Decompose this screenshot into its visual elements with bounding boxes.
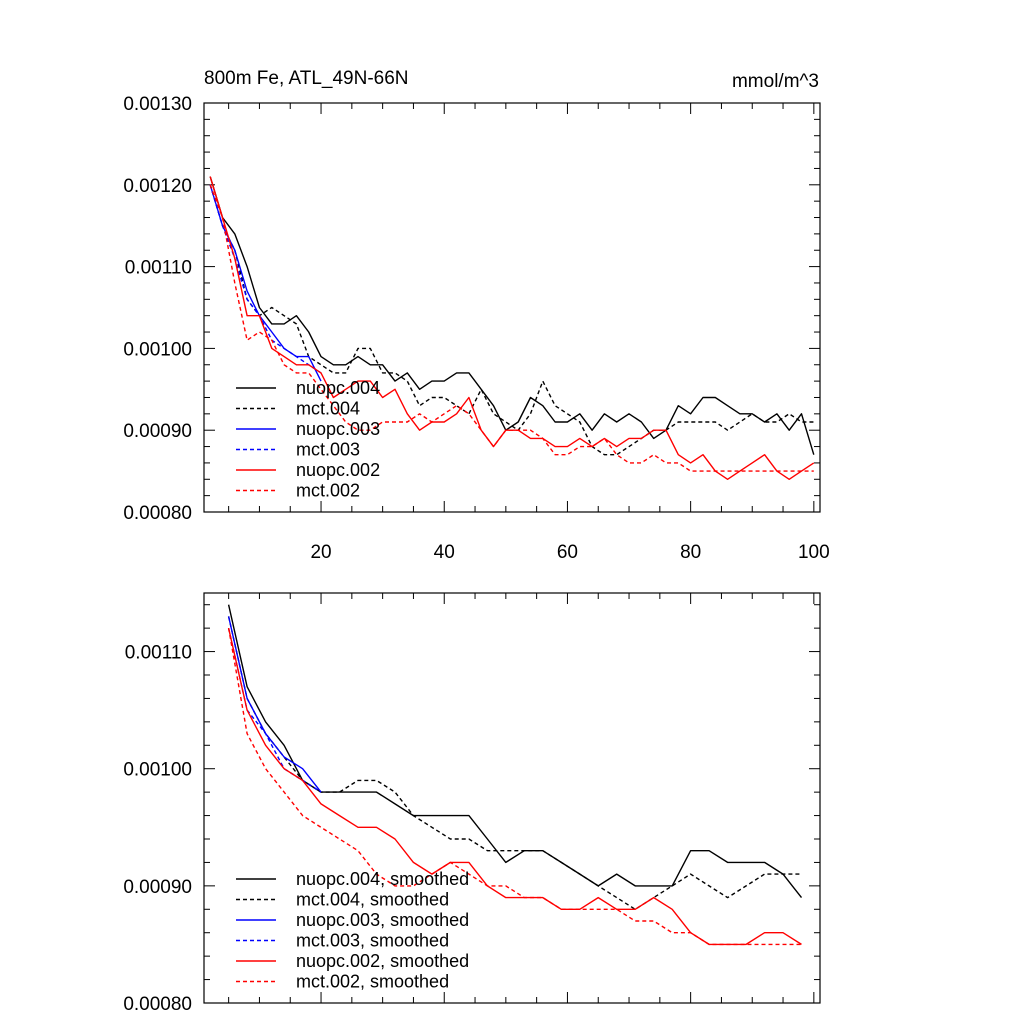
y-tick-label: 0.00090	[123, 421, 192, 442]
legend-label: mct.002, smoothed	[296, 972, 449, 992]
x-tick-label: 100	[798, 542, 830, 563]
legend-label: nuopc.002, smoothed	[296, 951, 469, 971]
series-line-nuopc-004-smoothed	[227, 604, 803, 899]
legend-label: nuopc.002	[296, 460, 380, 480]
y-tick-label: 0.00090	[123, 877, 192, 898]
series-line-mct-004-smoothed	[227, 616, 802, 910]
units-label: mmol/m^3	[732, 71, 819, 92]
top-panel: 800m Fe, ATL_49N-66N mmol/m^3 0.00080 0.0…	[123, 68, 829, 563]
legend-label: mct.004, smoothed	[296, 890, 449, 910]
x-tick-label: 60	[557, 542, 578, 563]
y-tick-label: 0.00130	[123, 94, 192, 115]
y-tick-label: 0.00110	[125, 258, 192, 279]
legend-label: mct.003, smoothed	[296, 931, 449, 951]
series-line-nuopc-003	[209, 184, 322, 382]
y-tick-label: 0.00080	[123, 503, 192, 524]
y-tick-label: 0.00120	[123, 176, 192, 197]
y-tick-label: 0.00100	[123, 339, 192, 360]
series-line-mct-003	[209, 184, 322, 374]
x-tick-label: 80	[680, 542, 701, 563]
series-line-nuopc-002-smoothed	[227, 627, 802, 946]
plot-frame	[203, 592, 821, 1004]
y-tick-label: 0.00100	[123, 760, 192, 781]
chart-title: 800m Fe, ATL_49N-66N	[204, 68, 409, 89]
series-line-mct-003-smoothed	[227, 627, 322, 793]
series-line-mct-002	[209, 184, 814, 472]
legend-label: mct.004	[296, 399, 360, 419]
x-tick-label: 40	[434, 542, 455, 563]
legend-label: nuopc.004, smoothed	[296, 869, 469, 889]
bottom-panel: 0.00080 0.00090 0.00100 0.00110 nuopc.004, …	[123, 592, 821, 1015]
legend-label: nuopc.003, smoothed	[296, 910, 469, 930]
y-tick-label: 0.00110	[125, 643, 192, 664]
series-line-mct-002-smoothed	[227, 627, 802, 946]
y-tick-label: 0.00080	[123, 994, 192, 1015]
series-line-nuopc-003-smoothed	[227, 616, 322, 793]
legend-label: nuopc.003	[296, 419, 380, 439]
legend-label: mct.002	[296, 481, 360, 501]
x-tick-label: 20	[310, 542, 331, 563]
legend-label: nuopc.004	[296, 378, 380, 398]
series-line-mct-004	[209, 184, 814, 456]
legend-label: mct.003	[296, 440, 360, 460]
plot-frame	[203, 102, 821, 513]
